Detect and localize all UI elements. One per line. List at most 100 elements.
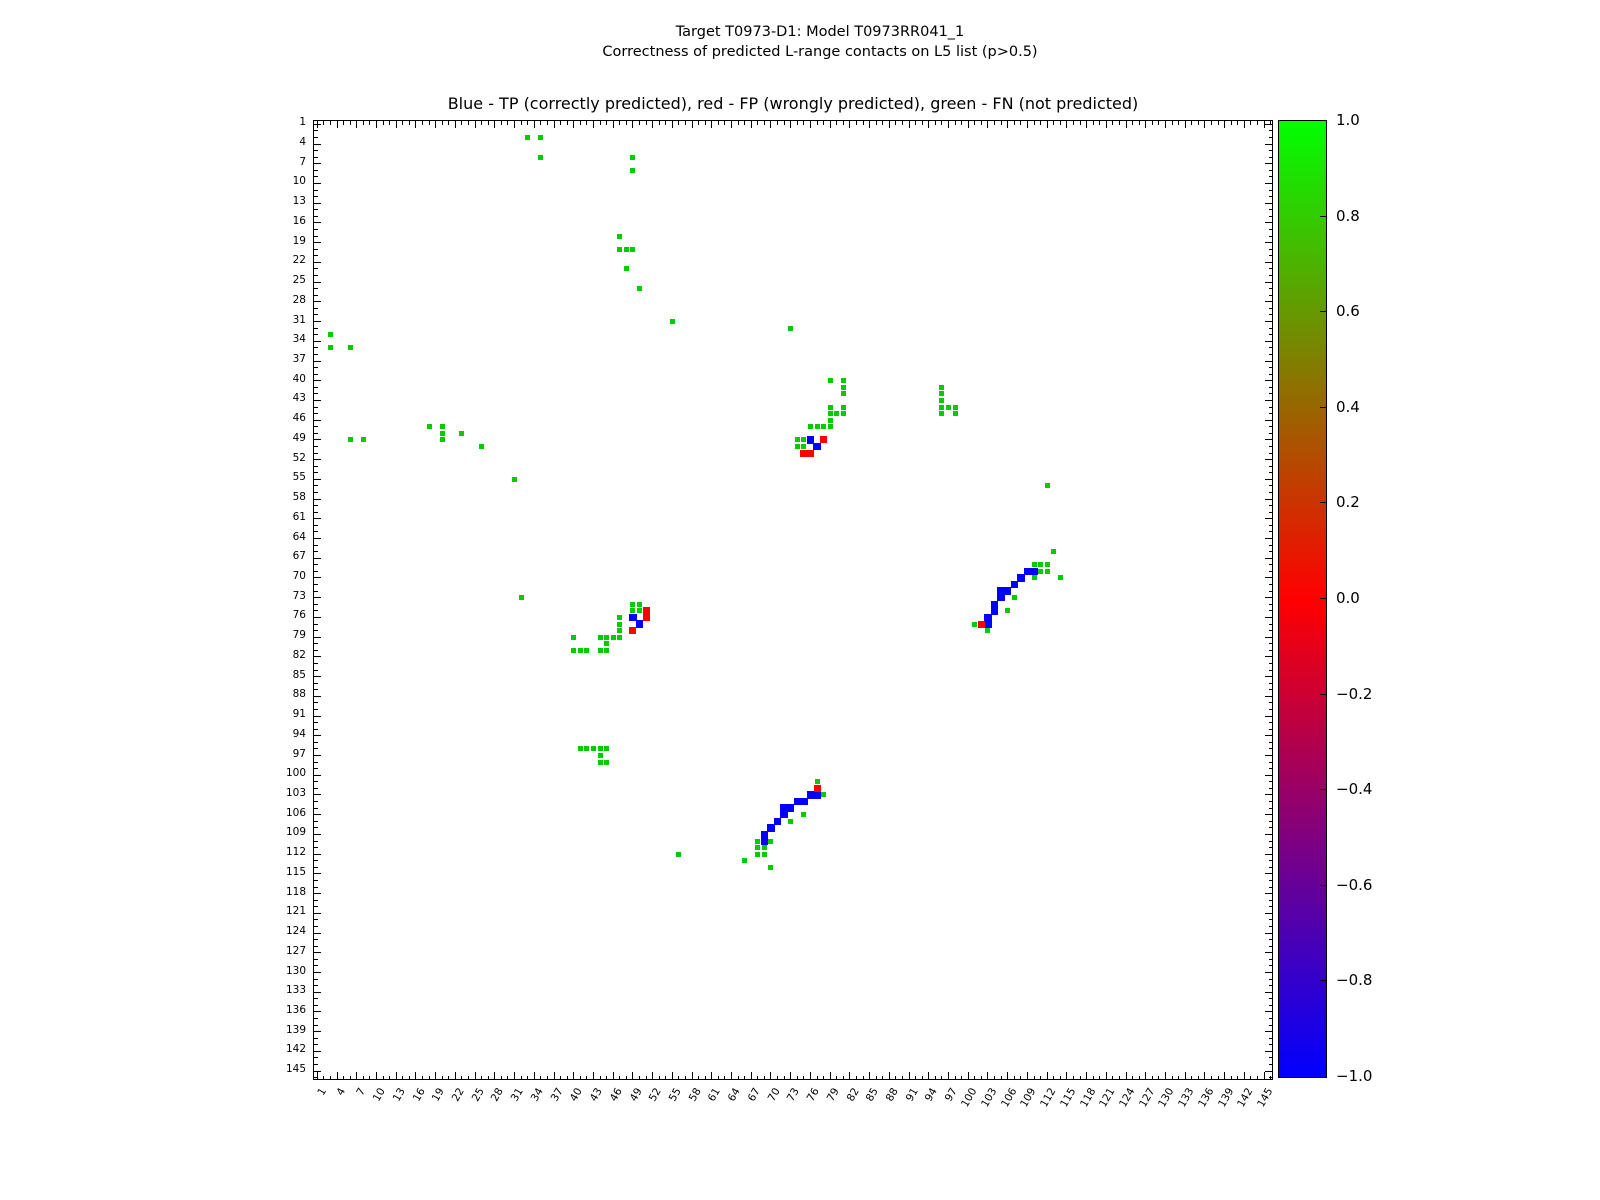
x-tick-label: 43: [587, 1086, 605, 1104]
tick-mark: [461, 1075, 463, 1079]
fn-cell: [821, 792, 827, 798]
tick-mark: [1092, 121, 1094, 125]
tick-mark: [1268, 965, 1272, 967]
tick-mark: [836, 121, 838, 125]
fn-cell: [597, 634, 603, 640]
tick-mark: [1268, 958, 1272, 960]
tick-mark: [987, 121, 989, 128]
fn-cell: [584, 746, 590, 752]
tick-mark: [314, 136, 318, 138]
tick-mark: [314, 991, 321, 993]
tick-mark: [1105, 1072, 1107, 1079]
tick-mark: [314, 1064, 318, 1066]
tick-mark: [1125, 121, 1127, 128]
tick-mark: [1268, 406, 1272, 408]
tick-mark: [356, 121, 358, 128]
fn-cell: [1044, 562, 1050, 568]
tick-mark: [314, 741, 318, 743]
y-tick-label: 43: [292, 392, 306, 405]
tick-mark: [1243, 1072, 1245, 1079]
tick-mark: [888, 1072, 890, 1079]
tick-mark: [803, 121, 805, 125]
y-tick-label: 85: [292, 668, 306, 681]
tick-mark: [1145, 121, 1147, 128]
tick-mark: [314, 676, 321, 678]
tick-mark: [671, 121, 673, 128]
tick-mark: [343, 1075, 345, 1079]
axes-title: Blue - TP (correctly predicted), red - F…: [447, 94, 1139, 113]
tick-mark: [1211, 1075, 1213, 1079]
tick-mark: [566, 121, 568, 125]
tick-mark: [314, 242, 321, 244]
fn-cell: [794, 443, 800, 449]
y-tick-label: 46: [292, 412, 306, 425]
tick-mark: [1020, 121, 1022, 125]
colorbar-tick-label: −1.0: [1336, 1067, 1373, 1085]
tick-mark: [645, 121, 647, 125]
tick-mark: [474, 121, 476, 128]
tick-mark: [314, 307, 318, 309]
x-tick-label: 7: [354, 1086, 369, 1098]
colorbar: [1278, 120, 1327, 1078]
tick-mark: [1268, 662, 1272, 664]
y-tick-label: 28: [292, 293, 306, 306]
tick-mark: [314, 426, 318, 428]
tick-mark: [343, 121, 345, 125]
fp-cell: [820, 436, 828, 444]
tick-mark: [823, 121, 825, 125]
tick-mark: [1053, 1075, 1055, 1079]
tick-mark: [816, 121, 818, 125]
y-tick-label: 94: [292, 727, 306, 740]
tick-mark: [314, 465, 318, 467]
x-tick-label: 121: [1097, 1086, 1118, 1110]
fn-cell: [1051, 549, 1057, 555]
tick-mark: [314, 919, 318, 921]
tick-mark: [1265, 321, 1272, 323]
tick-mark: [994, 121, 996, 125]
fn-cell: [821, 424, 827, 430]
tick-mark: [314, 1057, 318, 1059]
tick-mark: [408, 1075, 410, 1079]
tick-mark: [1079, 121, 1081, 125]
fn-cell: [623, 246, 629, 252]
tick-mark: [1268, 630, 1272, 632]
tick-mark: [395, 1072, 397, 1079]
tick-mark: [1265, 932, 1272, 934]
tick-mark: [1099, 121, 1101, 125]
tick-mark: [790, 121, 792, 128]
tick-mark: [954, 1075, 956, 1079]
tick-mark: [1265, 143, 1272, 145]
x-tick-label: 145: [1255, 1086, 1276, 1110]
tick-mark: [1265, 538, 1272, 540]
tick-mark: [314, 321, 321, 323]
tick-mark: [1268, 939, 1272, 941]
tick-mark: [329, 121, 331, 125]
tick-mark: [314, 906, 318, 908]
tick-mark: [704, 1075, 706, 1079]
tick-mark: [314, 301, 321, 303]
fn-cell: [327, 345, 333, 351]
fn-cell: [794, 437, 800, 443]
y-tick-label: 76: [292, 609, 306, 622]
x-tick-label: 127: [1136, 1086, 1158, 1110]
fn-cell: [788, 818, 794, 824]
tick-mark: [1268, 334, 1272, 336]
tick-mark: [1265, 1011, 1272, 1013]
tick-mark: [314, 616, 321, 618]
tick-mark: [314, 347, 318, 349]
tick-mark: [314, 485, 318, 487]
y-tick-label: 136: [285, 1003, 306, 1016]
fn-cell: [676, 851, 682, 857]
tick-mark: [1099, 1075, 1101, 1079]
tick-mark: [1268, 807, 1272, 809]
fn-cell: [939, 404, 945, 410]
tick-mark: [1178, 121, 1180, 125]
tick-mark: [842, 1075, 844, 1079]
fn-cell: [610, 634, 616, 640]
fn-cell: [479, 443, 485, 449]
tp-cell: [780, 804, 788, 812]
tick-mark: [1040, 121, 1042, 125]
fn-cell: [801, 812, 807, 818]
tick-mark: [314, 669, 318, 671]
x-tick-label: 46: [607, 1086, 625, 1104]
